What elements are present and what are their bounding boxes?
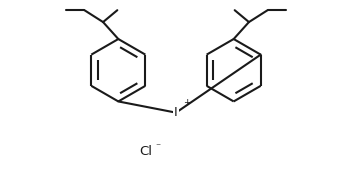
Text: ⁻: ⁻ — [155, 143, 160, 153]
Text: I: I — [174, 106, 178, 119]
Text: +: + — [183, 98, 191, 107]
Text: Cl: Cl — [139, 145, 152, 158]
